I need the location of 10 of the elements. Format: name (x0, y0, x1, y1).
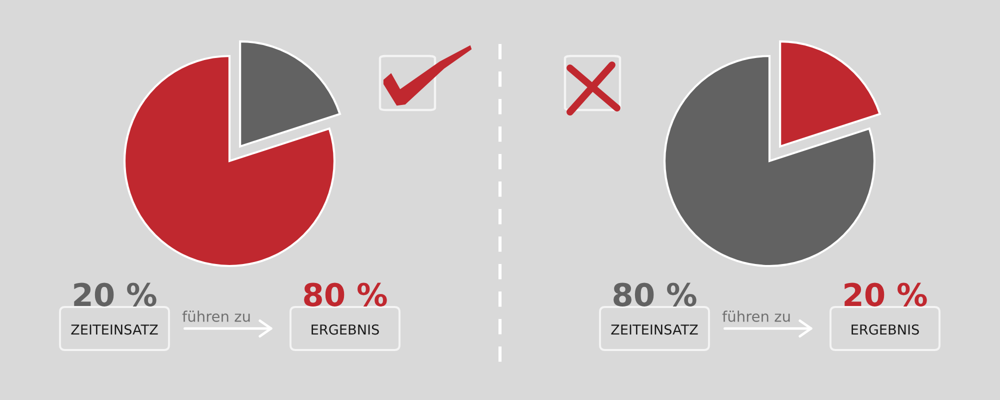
text: führen zu (722, 310, 790, 322)
text: ERGEBNIS (852, 324, 919, 335)
text: 20 % (844, 282, 927, 306)
text: 20 % (74, 282, 156, 306)
text: ZEITEINSATZ (611, 324, 698, 335)
text: 80 % (304, 282, 387, 306)
text: ERGEBNIS (312, 324, 379, 335)
text: führen zu (182, 310, 250, 322)
text: 80 % (614, 282, 696, 306)
text: ZEITEINSATZ (71, 324, 158, 335)
